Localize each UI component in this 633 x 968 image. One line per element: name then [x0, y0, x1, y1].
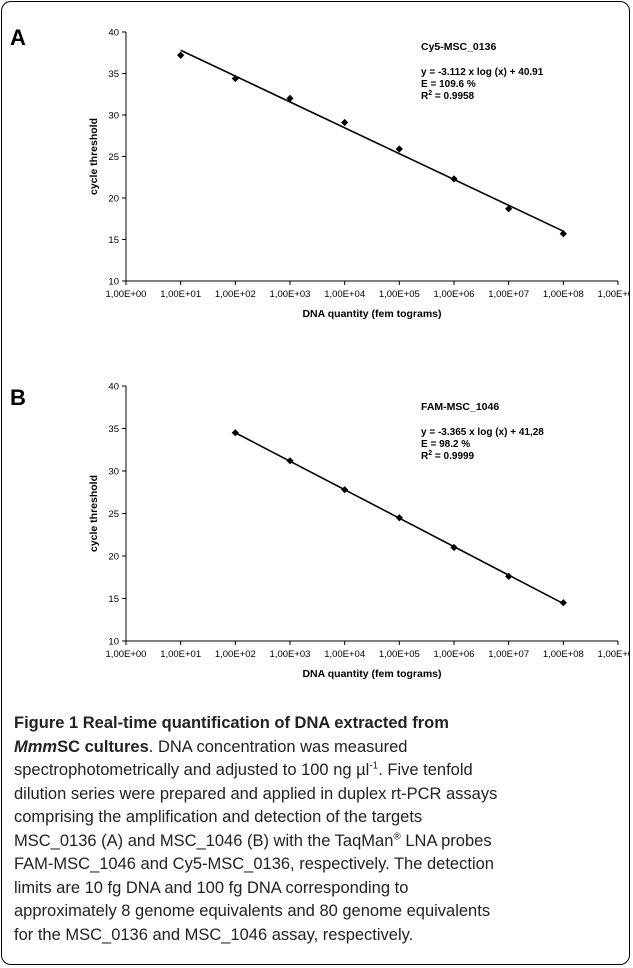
caption-line: MSC_0136 (A) and MSC_1046 (B) with the T… — [14, 830, 622, 854]
caption-title-end: SC cultures — [57, 737, 149, 756]
equation-label: y = -3.112 x log (x) + 40.91 — [421, 67, 544, 78]
x-tick-label: 1,00E+03 — [270, 649, 311, 660]
caption-italic-organism: Mmm — [14, 737, 58, 756]
efficiency-label: E = 109.6 % — [421, 79, 476, 90]
data-point — [450, 543, 458, 552]
caption-sup: ® — [393, 831, 401, 842]
caption-title-cont: MmmSC cultures — [14, 738, 149, 756]
x-tick-label: 1,00E+00 — [106, 649, 147, 660]
caption-line: limits are 10 fg DNA and 100 fg DNA corr… — [14, 878, 409, 897]
series-name-label: FAM-MSC_1046 — [421, 401, 499, 413]
equation-label: y = -3.365 x log (x) + 41,28 — [421, 427, 544, 438]
panel-label: B — [10, 385, 26, 410]
data-point — [559, 230, 567, 238]
data-point — [559, 599, 567, 607]
caption-line: approximately 8 genome equivalents and 8… — [14, 902, 491, 920]
data-point — [395, 514, 403, 522]
x-tick-label: 1,00E+05 — [379, 289, 420, 300]
data-point — [395, 145, 403, 153]
y-tick-label: 30 — [108, 111, 119, 122]
data-point — [341, 486, 349, 494]
y-tick-label: 30 — [108, 467, 119, 478]
data-point — [231, 429, 239, 437]
caption-line: spectrophotometrically and adjusted to 1… — [14, 759, 622, 783]
y-tick-label: 25 — [108, 152, 119, 163]
data-point — [177, 51, 185, 59]
y-tick-label: 20 — [108, 552, 119, 563]
caption-sup: -1 — [369, 760, 379, 772]
data-point — [450, 175, 458, 183]
x-tick-label: 1,00E+05 — [379, 649, 420, 660]
y-tick-label: 40 — [108, 382, 119, 393]
caption-line: for the MSC_0136 and MSC_1046 assay, res… — [14, 925, 414, 944]
x-tick-label: 1,00E+02 — [215, 649, 256, 660]
x-tick-label: 1,00E+09 — [598, 289, 630, 300]
trend-line — [180, 49, 564, 232]
y-tick-label: 25 — [108, 509, 119, 520]
caption-text: . DNA concentration was measured — [148, 737, 408, 756]
r-squared-label: R2 = 0.9958 — [421, 90, 475, 102]
efficiency-label: E = 98.2 % — [421, 439, 470, 450]
x-tick-label: 1,00E+08 — [543, 649, 584, 660]
caption-text: . Five tenfold — [378, 761, 473, 779]
x-tick-label: 1,00E+01 — [160, 289, 201, 300]
data-point — [505, 205, 513, 213]
chart-panel-b: B 10 15 20 25 30 35 40 1,00E+00 1,00E+01 1,00E+02 1… — [10, 382, 630, 680]
y-tick-label: 35 — [108, 424, 119, 435]
x-tick-label: 1,00E+00 — [106, 289, 147, 300]
x-tick-label: 1,00E+07 — [488, 649, 529, 660]
data-point — [231, 74, 239, 83]
caption-line: MmmSC cultures. DNA concentration was me… — [14, 736, 622, 760]
x-tick-label: 1,00E+06 — [434, 649, 475, 660]
y-tick-label: 35 — [108, 69, 119, 80]
y-axis-label: cycle threshold — [88, 118, 100, 195]
caption-text: MSC_0136 (A) and MSC_1046 (B) with the T… — [14, 831, 394, 850]
data-point — [286, 457, 294, 465]
caption-title: Figure 1 Real-time quantification of DNA… — [14, 714, 449, 732]
caption-line: comprising the amplification and detecti… — [14, 808, 423, 826]
x-tick-label: 1,00E+04 — [324, 289, 365, 300]
panel-label: A — [10, 25, 26, 50]
caption-line: Figure 1 Real-time quantification of DNA… — [14, 712, 622, 736]
series-name-label: Cy5-MSC_0136 — [421, 41, 496, 53]
y-tick-label: 40 — [108, 28, 119, 39]
y-tick-label: 20 — [108, 194, 119, 205]
x-axis-label: DNA quantity (fem tograms) — [302, 668, 441, 680]
caption-line: FAM-MSC_1046 and Cy5-MSC_0136, respectiv… — [14, 855, 494, 873]
x-tick-label: 1,00E+03 — [270, 289, 311, 300]
caption-text: LNA probes — [400, 831, 492, 850]
caption-text: spectrophotometrically and adjusted to 1… — [14, 761, 370, 779]
x-axis-label: DNA quantity (fem tograms) — [302, 308, 441, 320]
y-tick-label: 10 — [108, 637, 119, 648]
data-point — [286, 94, 294, 102]
r-squared-label: R2 = 0.9999 — [421, 450, 475, 462]
x-tick-label: 1,00E+07 — [488, 289, 529, 300]
x-tick-label: 1,00E+06 — [434, 289, 475, 300]
x-tick-label: 1,00E+08 — [543, 289, 584, 300]
x-tick-label: 1,00E+09 — [598, 649, 630, 660]
y-tick-label: 15 — [108, 235, 119, 246]
y-tick-label: 15 — [108, 594, 119, 605]
chart-panel-a: A 10 15 20 25 30 35 40 1,00E+00 1,00E+01 1,00E+02 1… — [10, 25, 630, 320]
y-axis-label: cycle threshold — [88, 475, 100, 552]
caption-line: dilution series were prepared and applie… — [14, 784, 498, 803]
data-point — [341, 118, 349, 127]
y-tick-label: 10 — [108, 277, 119, 288]
x-tick-label: 1,00E+01 — [160, 649, 201, 660]
figure-caption: Figure 1 Real-time quantification of DNA… — [14, 712, 622, 947]
x-tick-label: 1,00E+02 — [215, 289, 256, 300]
x-tick-label: 1,00E+04 — [324, 649, 365, 660]
